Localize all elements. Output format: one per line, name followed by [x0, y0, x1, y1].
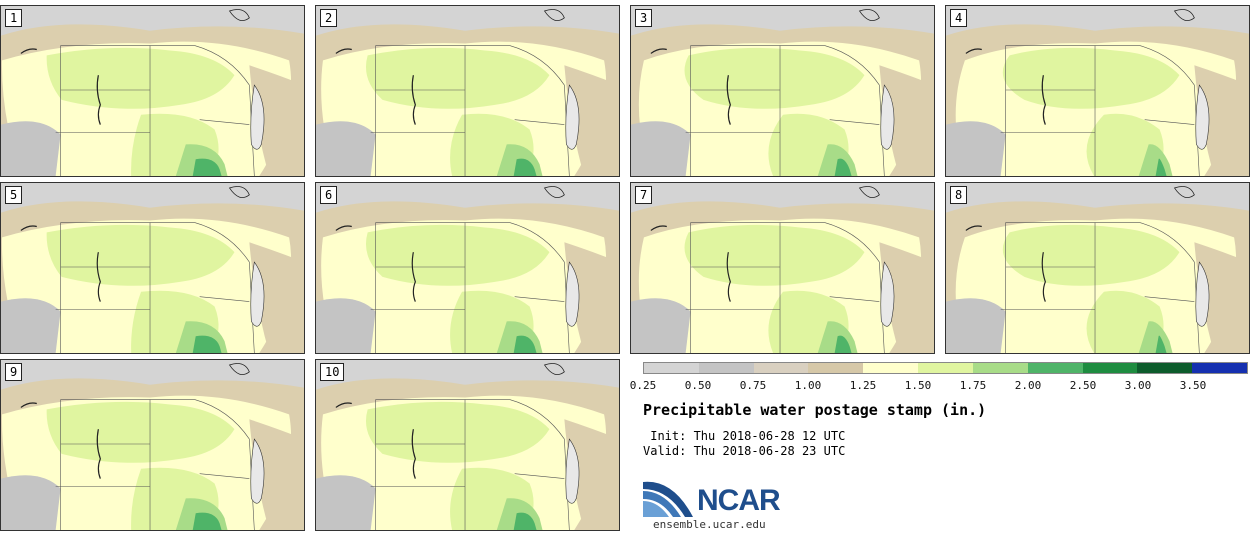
map-title: Precipitable water postage stamp (in.): [643, 401, 987, 419]
legend-tick-label: 2.50: [1069, 379, 1097, 392]
legend-swatch: [972, 363, 1028, 373]
precipitable-water-map: [631, 6, 934, 176]
init-time: Init: Thu 2018-06-28 12 UTC: [643, 429, 846, 443]
postage-stamp-map: 1: [0, 5, 305, 177]
legend-swatch: [1027, 363, 1083, 373]
precipitable-water-map: [316, 183, 619, 353]
postage-stamp-map: 2: [315, 5, 620, 177]
ncar-wordmark: NCAR: [697, 484, 781, 517]
legend-swatch: [1192, 363, 1247, 373]
postage-stamp-map: 5: [0, 182, 305, 354]
legend-swatch: [698, 363, 754, 373]
legend-swatch: [644, 363, 699, 373]
legend-swatch: [1137, 363, 1193, 373]
legend-tick-label: 0.25: [629, 379, 657, 392]
stamp-member-number: 4: [950, 9, 968, 27]
precipitable-water-map: [1, 360, 304, 530]
postage-stamp-map: 4: [945, 5, 1250, 177]
legend-tick-label: 3.50: [1179, 379, 1207, 392]
stamp-member-number: 5: [5, 186, 23, 204]
stamp-member-number: 6: [320, 186, 338, 204]
precipitable-water-map: [1, 6, 304, 176]
legend-tick-label: 1.00: [794, 379, 822, 392]
legend-tick-label: 0.75: [739, 379, 767, 392]
postage-stamp-map: 10: [315, 359, 620, 531]
ncar-logo-icon: [643, 481, 693, 517]
precipitable-water-map: [946, 183, 1249, 353]
valid-time: Valid: Thu 2018-06-28 23 UTC: [643, 444, 846, 458]
logo-url: ensemble.ucar.edu: [653, 518, 766, 531]
legend-swatch: [1082, 363, 1138, 373]
legend-tick-label: 1.25: [849, 379, 877, 392]
stamp-member-number: 8: [950, 186, 968, 204]
stamp-member-number: 1: [5, 9, 23, 27]
postage-stamp-map: 9: [0, 359, 305, 531]
stamp-member-number: 7: [635, 186, 653, 204]
postage-stamp-map: 8: [945, 182, 1250, 354]
legend-tick-label: 3.00: [1124, 379, 1152, 392]
stamp-member-number: 10: [320, 363, 345, 381]
precipitable-water-map: [631, 183, 934, 353]
legend-tick-label: 2.00: [1014, 379, 1042, 392]
postage-stamp-map: 7: [630, 182, 935, 354]
legend-tick-label: 0.50: [684, 379, 712, 392]
precipitable-water-map: [1, 183, 304, 353]
stamp-member-number: 3: [635, 9, 653, 27]
postage-stamp-map: 3: [630, 5, 935, 177]
postage-stamp-map: 6: [315, 182, 620, 354]
stamp-member-number: 9: [5, 363, 23, 381]
precipitable-water-map: [946, 6, 1249, 176]
legend-swatch: [808, 363, 864, 373]
legend-swatch: [753, 363, 809, 373]
legend-swatch: [918, 363, 973, 373]
legend-swatch: [863, 363, 919, 373]
precipitable-water-map: [316, 360, 619, 530]
precipitable-water-map: [316, 6, 619, 176]
legend-tick-label: 1.50: [904, 379, 932, 392]
color-scale-bar: [643, 362, 1248, 374]
stamp-member-number: 2: [320, 9, 338, 27]
legend-tick-label: 1.75: [959, 379, 987, 392]
